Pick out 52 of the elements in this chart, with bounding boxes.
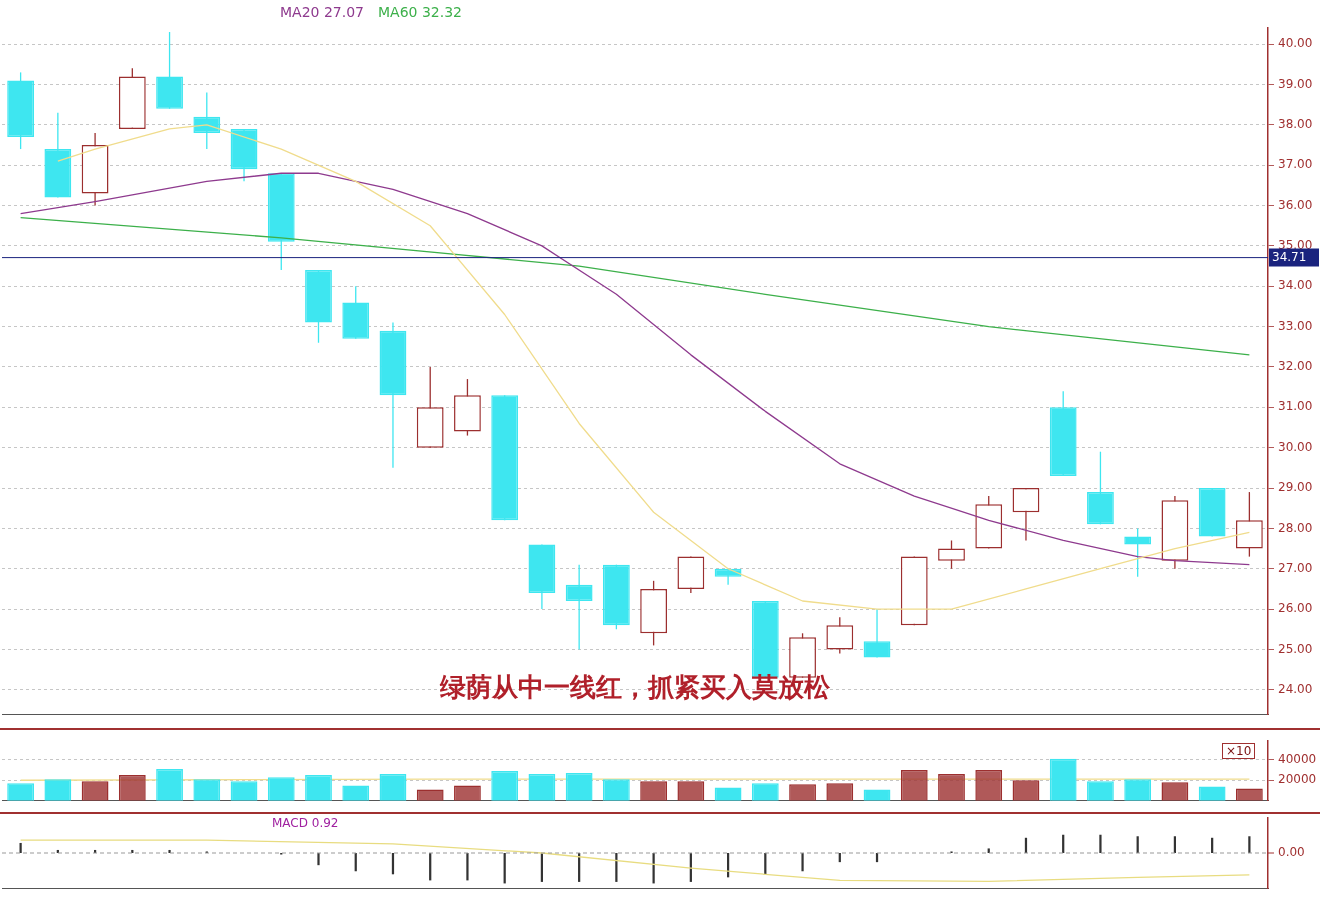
bar: [317, 853, 320, 866]
y-tick-label: 32.00: [1278, 359, 1313, 374]
bar: [168, 849, 171, 853]
annotation: 绿荫从中一线红，抓紧买入莫放松: [440, 671, 830, 704]
y-tick-label: 28.00: [1278, 520, 1313, 535]
bar: [975, 769, 1003, 801]
bar: [1235, 788, 1263, 801]
bar: [838, 853, 841, 863]
y-tick-label: 36.00: [1278, 197, 1313, 212]
y-tick-label: 25.00: [1278, 641, 1313, 656]
bar: [801, 853, 804, 872]
candlestick: [1012, 487, 1040, 542]
candlestick: [565, 564, 593, 651]
y-tick-label: 20000: [1278, 772, 1317, 787]
candlestick: [938, 539, 965, 570]
bar: [826, 783, 854, 801]
bar: [118, 775, 146, 801]
y-tick-label: 40.00: [1278, 36, 1313, 51]
y-tick-label: 40000: [1278, 751, 1317, 766]
y-tick-label: 30.00: [1278, 439, 1313, 454]
bar: [81, 781, 109, 801]
bar: [1012, 780, 1040, 801]
y-tick-label: 31.00: [1278, 399, 1313, 414]
y-tick-label: 33.00: [1278, 318, 1313, 333]
bar: [416, 789, 444, 801]
bar: [677, 781, 705, 801]
bar: [1161, 782, 1189, 801]
y-tick-label: 34.00: [1278, 278, 1313, 293]
bar: [900, 769, 928, 801]
y-tick-label: 38.00: [1278, 116, 1313, 131]
bar: [19, 842, 22, 853]
bar: [454, 785, 481, 801]
y-tick-label: 37.00: [1278, 157, 1313, 172]
candlestick: [1124, 527, 1152, 578]
y-tick-label: 27.00: [1278, 560, 1313, 575]
annotation: ×10: [1222, 743, 1256, 760]
y-tick-label: 26.00: [1278, 601, 1313, 616]
candlestick: [826, 616, 854, 655]
bar: [938, 774, 965, 801]
y-tick-label: 39.00: [1278, 76, 1313, 91]
text: MA60 32.32: [378, 4, 462, 20]
y-tick-label: 29.00: [1278, 480, 1313, 495]
bar: [640, 781, 668, 801]
bar: [987, 848, 990, 853]
bar: [789, 784, 816, 801]
bar: [466, 853, 469, 881]
text: MACD 0.92: [272, 816, 339, 830]
bar: [1099, 834, 1102, 853]
ref-line-label: 0.00: [1278, 845, 1305, 860]
candlestick: [863, 608, 891, 659]
text: MA20 27.07: [280, 4, 364, 20]
y-tick-label: 24.00: [1278, 681, 1313, 696]
